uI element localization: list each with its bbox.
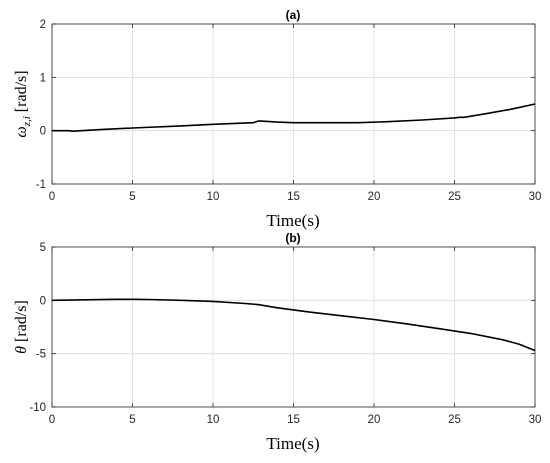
panel-b-xtick-label: 0 <box>49 414 55 426</box>
panel-a-series-line <box>52 103 536 132</box>
panel-a-ylabel-symbol: ω <box>13 126 30 137</box>
panel-b-ylabel-symbol: θ <box>13 346 30 354</box>
panel-b-title: (b) <box>285 231 300 245</box>
panel-a-ylabel-unit: [rad/s] <box>13 70 30 112</box>
panel-b-ytick-label: 5 <box>40 242 46 254</box>
panel-a-xlabel: Time(s) <box>266 211 319 230</box>
panel-a-xtick-label: 30 <box>529 191 542 203</box>
panel-a-xtick-label: 20 <box>368 191 381 203</box>
panel-b-ticks: 0 5 10 15 20 25 30 -10 -5 0 5 <box>29 242 541 426</box>
panel-a-xtick-label: 10 <box>207 191 220 203</box>
panel-b-xtick-label: 15 <box>287 414 300 426</box>
panel-b-xtick-label: 5 <box>129 414 135 426</box>
panel-b-xtick-label: 20 <box>368 414 381 426</box>
panel-b-series-line <box>51 298 536 352</box>
panel-a-xtick-label: 0 <box>49 191 55 203</box>
panel-b-ytick-label: 0 <box>40 295 46 307</box>
panel-a-ylabel-subscript: z,i <box>21 116 33 127</box>
panel-b-ylabel-unit: [rad/s] <box>13 300 30 342</box>
panel-a-ytick-label: 2 <box>40 19 46 31</box>
panel-b-ylabel: θ [rad/s] <box>13 300 30 354</box>
panel-a-ytick-label: 0 <box>40 126 46 138</box>
panel-b-grid <box>51 246 536 408</box>
panel-b: 0 5 10 15 20 25 30 -10 -5 0 5 (b) Time(s) θ [rad/s] <box>13 231 541 453</box>
panel-a-xtick-label: 5 <box>129 191 135 203</box>
panel-a-grid <box>51 23 536 185</box>
panel-b-xtick-label: 25 <box>448 414 461 426</box>
panel-a-title: (a) <box>286 8 301 22</box>
panel-a-ytick-label: -1 <box>36 179 46 191</box>
panel-a-xtick-label: 15 <box>287 191 300 203</box>
panel-b-xtick-label: 10 <box>207 414 220 426</box>
panel-a-xtick-label: 25 <box>448 191 461 203</box>
panel-a-ylabel: ωz,i [rad/s] <box>13 70 33 137</box>
panel-a-ytick-label: 1 <box>40 72 46 84</box>
panel-b-xtick-label: 30 <box>529 414 542 426</box>
panel-b-ytick-label: -10 <box>29 402 46 414</box>
panel-b-ytick-label: -5 <box>36 349 46 361</box>
panel-b-xlabel: Time(s) <box>266 434 319 453</box>
